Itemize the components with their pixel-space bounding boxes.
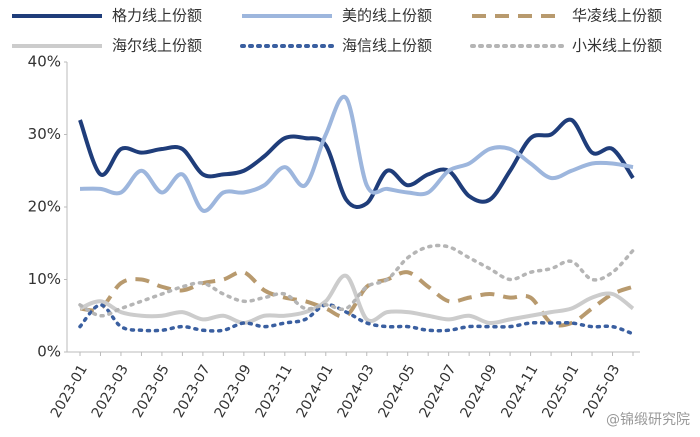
x-tick-label: 2023-05	[130, 362, 173, 421]
legend-label: 格力线上份额	[112, 7, 202, 25]
x-tick-label: 2025-01	[539, 362, 582, 421]
legend-label: 海尔线上份额	[112, 37, 202, 55]
series-line	[78, 243, 635, 318]
y-tick-label: 30%	[28, 125, 61, 143]
series-line	[78, 117, 635, 209]
x-tick-label: 2023-07	[171, 362, 214, 421]
y-tick-label: 0%	[37, 343, 61, 361]
y-tick-label: 20%	[28, 198, 61, 216]
x-tick-label: 2024-05	[376, 362, 419, 421]
legend-label: 小米线上份额	[572, 37, 662, 55]
x-tick-label: 2024-09	[457, 362, 500, 421]
y-tick-label: 40%	[28, 53, 61, 71]
x-tick-label: 2024-07	[416, 362, 459, 421]
series-line	[78, 302, 635, 336]
x-tick-label: 2023-11	[253, 362, 296, 421]
legend-label: 海信线上份额	[342, 37, 432, 55]
y-tick-label: 10%	[28, 270, 61, 288]
legend-label: 美的线上份额	[342, 7, 432, 25]
x-tick-label: 2023-01	[48, 362, 91, 421]
x-tick-label: 2023-09	[212, 362, 255, 421]
x-tick-label: 2024-03	[335, 362, 378, 421]
legend-label: 华凌线上份额	[572, 7, 662, 25]
watermark: @锦缎研究院	[606, 411, 690, 428]
series-line	[79, 273, 635, 326]
series-line	[79, 94, 634, 213]
x-tick-label: 2023-03	[89, 362, 132, 421]
x-tick-label: 2024-11	[498, 362, 541, 421]
x-tick-label: 2024-01	[294, 362, 337, 421]
